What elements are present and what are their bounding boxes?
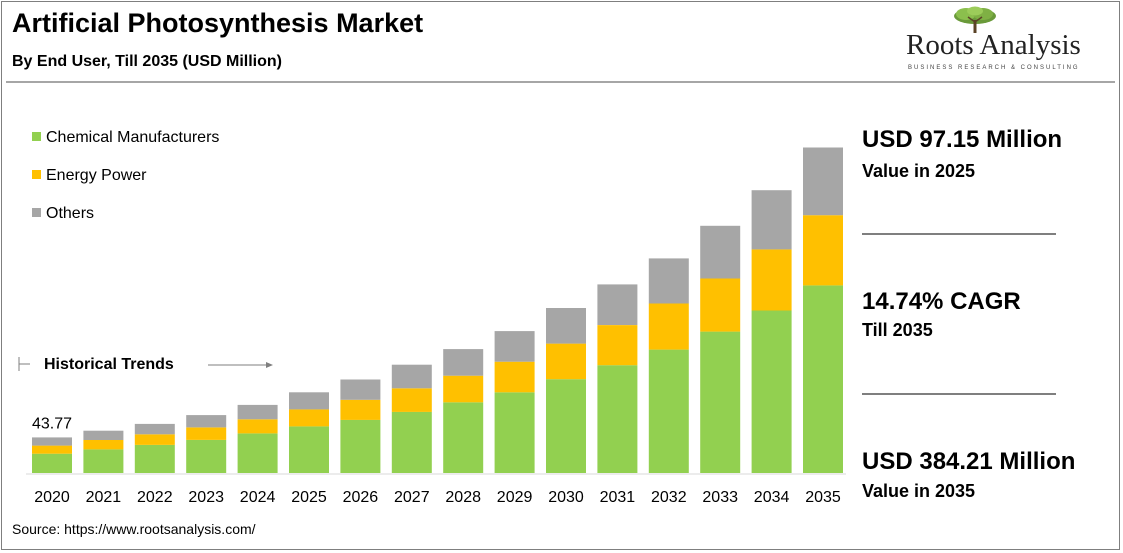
x-tick-label-2026: 2026 bbox=[343, 489, 379, 506]
bar-segment-2032-energy-power bbox=[648, 303, 689, 350]
x-axis-labels: 2020 2021 2022 2023 2024 2025 2026 2027 2028 2029… bbox=[34, 489, 841, 506]
bar-segment-2024-energy-power bbox=[237, 419, 278, 434]
x-tick-label-2030: 2030 bbox=[548, 489, 584, 506]
bar-segment-2028-others bbox=[443, 349, 484, 376]
kpi-divider bbox=[862, 233, 1056, 235]
tree-icon bbox=[954, 6, 996, 33]
bar-segment-2024-others bbox=[237, 404, 278, 420]
bar-segment-2031-chemical-manufacturers bbox=[597, 365, 638, 473]
bar-segment-2022-chemical-manufacturers bbox=[134, 444, 175, 473]
bar-segment-2031-energy-power bbox=[597, 325, 638, 366]
bar-segment-2027-energy-power bbox=[391, 388, 432, 412]
x-tick-label-2021: 2021 bbox=[86, 489, 122, 506]
legend-swatch-others bbox=[32, 208, 41, 217]
bar-segment-2023-energy-power bbox=[186, 427, 227, 440]
bar-segment-2034-chemical-manufacturers bbox=[751, 310, 792, 473]
kpi-label-2035: Value in 2035 bbox=[862, 481, 976, 501]
bar-segment-2032-others bbox=[648, 258, 689, 304]
kpi-value-2035: USD 384.21 Million bbox=[862, 448, 1076, 475]
kpi-divider bbox=[862, 393, 1056, 395]
x-tick-label-2033: 2033 bbox=[702, 489, 738, 506]
x-tick-label-2034: 2034 bbox=[754, 489, 790, 506]
bar-segment-2029-energy-power bbox=[494, 361, 535, 393]
bar-segment-2028-chemical-manufacturers bbox=[443, 402, 484, 473]
logo-tagline: BUSINESS RESEARCH & CONSULTING bbox=[908, 65, 1080, 71]
bar-segment-2027-others bbox=[391, 364, 432, 389]
header-divider bbox=[6, 81, 1115, 83]
bar-segment-2026-others bbox=[340, 379, 381, 400]
bar-segment-2035-chemical-manufacturers bbox=[803, 285, 843, 473]
x-tick-label-2029: 2029 bbox=[497, 489, 533, 506]
chart-subtitle: By End User, Till 2035 (USD Million) bbox=[12, 53, 282, 70]
bar-segment-2020-energy-power bbox=[32, 445, 72, 454]
bar-segment-2025-chemical-manufacturers bbox=[289, 426, 329, 473]
bar-segment-2035-energy-power bbox=[803, 215, 843, 286]
chart-legend: Chemical Manufacturers Energy Power Others bbox=[32, 129, 219, 222]
bar-segment-2022-others bbox=[134, 423, 175, 435]
bar-segment-2020-chemical-manufacturers bbox=[32, 453, 72, 473]
bar-segment-2029-chemical-manufacturers bbox=[494, 392, 535, 473]
x-tick-label-2022: 2022 bbox=[137, 489, 173, 506]
bar-segment-2021-others bbox=[83, 430, 124, 440]
chart-title: Artificial Photosynthesis Market bbox=[12, 8, 424, 38]
x-tick-label-2028: 2028 bbox=[445, 489, 481, 506]
kpi-label-2025: Value in 2025 bbox=[862, 161, 976, 181]
kpi-value-2025: USD 97.15 Million bbox=[862, 126, 1063, 153]
source-note: Source: https://www.rootsanalysis.com/ bbox=[12, 521, 256, 537]
historical-trends-annotation: Historical Trends bbox=[18, 356, 273, 373]
bar-segment-2031-others bbox=[597, 284, 638, 325]
bar-segment-2034-others bbox=[751, 190, 792, 250]
x-tick-label-2023: 2023 bbox=[188, 489, 224, 506]
x-tick-label-2025: 2025 bbox=[291, 489, 327, 506]
historical-trends-arrowhead bbox=[266, 362, 273, 368]
bar-segment-2023-chemical-manufacturers bbox=[186, 439, 227, 473]
bar-segment-2027-chemical-manufacturers bbox=[391, 411, 432, 473]
bar-segment-2033-chemical-manufacturers bbox=[700, 331, 741, 473]
bar-segment-2021-chemical-manufacturers bbox=[83, 449, 124, 473]
bar-segment-2034-energy-power bbox=[751, 249, 792, 311]
bar-segment-2026-chemical-manufacturers bbox=[340, 419, 381, 473]
legend-label-chemical-manufacturers: Chemical Manufacturers bbox=[46, 129, 219, 146]
x-tick-label-2031: 2031 bbox=[600, 489, 636, 506]
bar-segment-2022-energy-power bbox=[134, 434, 175, 445]
x-tick-label-2027: 2027 bbox=[394, 489, 430, 506]
legend-swatch-chemical-manufacturers bbox=[32, 132, 41, 141]
x-tick-label-2020: 2020 bbox=[34, 489, 70, 506]
x-tick-label-2035: 2035 bbox=[805, 489, 841, 506]
bar-segment-2029-others bbox=[494, 331, 535, 362]
legend-label-others: Others bbox=[46, 205, 94, 222]
bar-segment-2026-energy-power bbox=[340, 399, 381, 420]
bar-segment-2025-energy-power bbox=[289, 409, 329, 427]
bar-series-group bbox=[32, 147, 843, 473]
data-label-2020: 43.77 bbox=[32, 415, 72, 432]
legend-label-energy-power: Energy Power bbox=[46, 167, 147, 184]
legend-swatch-energy-power bbox=[32, 170, 41, 179]
bar-segment-2020-others bbox=[32, 437, 72, 446]
bar-segment-2030-chemical-manufacturers bbox=[546, 379, 586, 473]
bar-segment-2030-others bbox=[546, 308, 586, 344]
bar-segment-2021-energy-power bbox=[83, 440, 124, 450]
bar-segment-2025-others bbox=[289, 392, 329, 410]
bar-segment-2024-chemical-manufacturers bbox=[237, 433, 278, 473]
bar-segment-2023-others bbox=[186, 415, 227, 428]
historical-trends-label: Historical Trends bbox=[44, 356, 174, 373]
bar-segment-2033-others bbox=[700, 225, 741, 279]
kpi-value-cagr: 14.74% CAGR bbox=[862, 288, 1021, 315]
bar-segment-2032-chemical-manufacturers bbox=[648, 349, 689, 473]
bar-segment-2035-others bbox=[803, 147, 843, 216]
roots-analysis-logo: Roots Analysis BUSINESS RESEARCH & CONSU… bbox=[898, 4, 1116, 74]
logo-wordmark: Roots Analysis bbox=[906, 29, 1081, 61]
x-tick-label-2024: 2024 bbox=[240, 489, 276, 506]
kpi-label-cagr: Till 2035 bbox=[862, 320, 933, 340]
bar-segment-2030-energy-power bbox=[546, 343, 586, 380]
bar-segment-2028-energy-power bbox=[443, 375, 484, 403]
x-tick-label-2032: 2032 bbox=[651, 489, 687, 506]
bar-segment-2033-energy-power bbox=[700, 278, 741, 332]
